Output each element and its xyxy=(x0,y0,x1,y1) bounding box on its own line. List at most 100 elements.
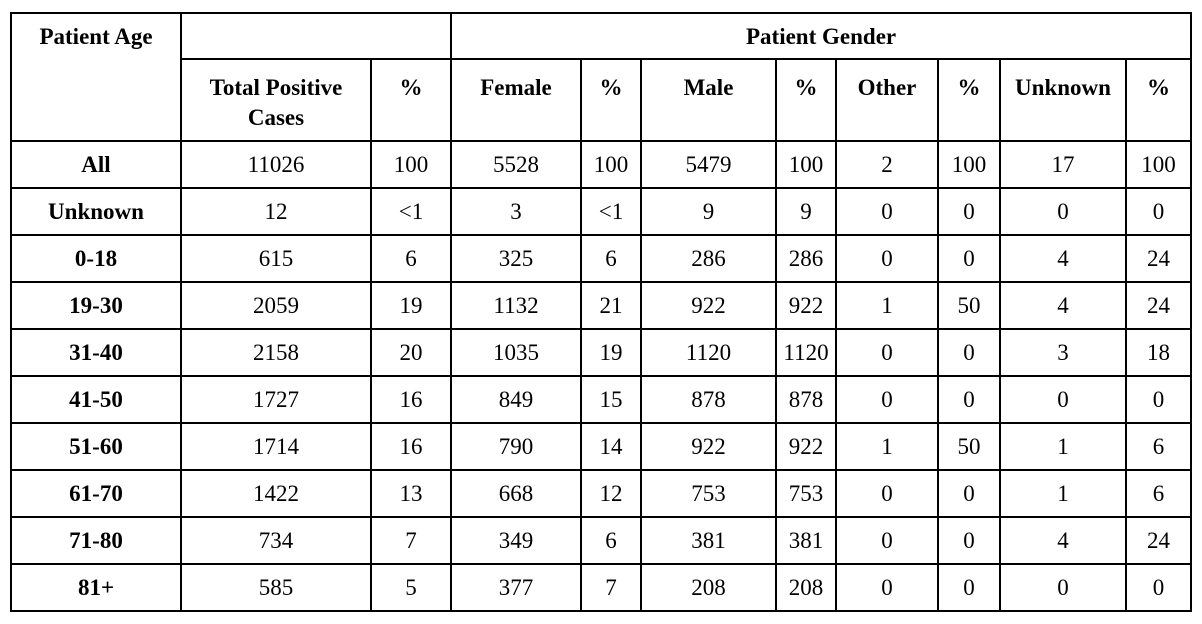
data-cell: 0 xyxy=(937,563,1001,612)
data-cell: 286 xyxy=(640,234,777,283)
data-cell: 349 xyxy=(450,516,582,565)
data-cell: 1132 xyxy=(450,281,582,330)
data-cell: 7 xyxy=(580,563,642,612)
column-header-female: Female xyxy=(450,58,582,142)
data-cell: 100 xyxy=(937,140,1001,189)
data-cell: 50 xyxy=(937,281,1001,330)
data-cell: 381 xyxy=(775,516,837,565)
data-cell: 208 xyxy=(640,563,777,612)
data-cell: 24 xyxy=(1124,234,1193,283)
data-cell: 286 xyxy=(775,234,837,283)
column-header-total-positive-cases: Total Positive Cases xyxy=(180,58,372,142)
data-cell: 100 xyxy=(580,140,642,189)
data-cell: 849 xyxy=(450,375,582,424)
data-cell: 1120 xyxy=(640,328,777,377)
data-cell: 6 xyxy=(580,516,642,565)
row-age-label: 31-40 xyxy=(10,328,182,377)
data-cell: 5479 xyxy=(640,140,777,189)
data-cell: 790 xyxy=(450,422,582,471)
row-age-label: 71-80 xyxy=(10,516,182,565)
table-row: 41-50 1727 16 849 15 878 878 0 0 0 0 xyxy=(10,375,1193,424)
data-cell: 0 xyxy=(1124,563,1193,612)
data-cell: 14 xyxy=(580,422,642,471)
data-cell: 878 xyxy=(775,375,837,424)
data-cell: 12 xyxy=(180,187,372,236)
table-row: 81+ 585 5 377 7 208 208 0 0 0 0 xyxy=(10,563,1193,612)
column-header-unknown: Unknown xyxy=(999,58,1127,142)
table-row: 71-80 734 7 349 6 381 381 0 0 4 24 xyxy=(10,516,1193,565)
data-cell: 6 xyxy=(1124,469,1193,518)
data-cell: 19 xyxy=(580,328,642,377)
data-cell: 24 xyxy=(1124,516,1193,565)
data-cell: 19 xyxy=(370,281,452,330)
column-header-other: Other xyxy=(835,58,939,142)
data-cell: 2059 xyxy=(180,281,372,330)
data-cell: 753 xyxy=(775,469,837,518)
row-age-label: 41-50 xyxy=(10,375,182,424)
data-cell: 4 xyxy=(999,281,1127,330)
data-cell: 0 xyxy=(937,375,1001,424)
table-row: All 11026 100 5528 100 5479 100 2 100 17… xyxy=(10,140,1193,189)
data-cell: 1120 xyxy=(775,328,837,377)
table-row: 0-18 615 6 325 6 286 286 0 0 4 24 xyxy=(10,234,1193,283)
data-cell: 1422 xyxy=(180,469,372,518)
data-cell: 0 xyxy=(999,187,1127,236)
data-cell: 668 xyxy=(450,469,582,518)
data-cell: 878 xyxy=(640,375,777,424)
data-cell: 3 xyxy=(450,187,582,236)
data-cell: 922 xyxy=(640,281,777,330)
data-cell: 0 xyxy=(835,563,939,612)
data-cell: 13 xyxy=(370,469,452,518)
table-row: 31-40 2158 20 1035 19 1120 1120 0 0 3 18 xyxy=(10,328,1193,377)
data-cell: 0 xyxy=(1124,375,1193,424)
data-cell: 0 xyxy=(1124,187,1193,236)
data-cell: 4 xyxy=(999,516,1127,565)
data-cell: 922 xyxy=(640,422,777,471)
data-cell: 17 xyxy=(999,140,1127,189)
data-cell: 1 xyxy=(835,422,939,471)
column-header-male-percent: % xyxy=(775,58,837,142)
data-cell: 0 xyxy=(937,469,1001,518)
column-header-female-percent: % xyxy=(580,58,642,142)
data-cell: 9 xyxy=(640,187,777,236)
data-cell: 753 xyxy=(640,469,777,518)
patient-gender-group-header: Patient Gender xyxy=(449,12,1193,60)
data-cell: 4 xyxy=(999,234,1127,283)
data-cell: 6 xyxy=(1124,422,1193,471)
data-cell: 381 xyxy=(640,516,777,565)
data-cell: 1 xyxy=(999,469,1127,518)
data-cell: 12 xyxy=(580,469,642,518)
data-cell: 6 xyxy=(370,234,452,283)
table-row: 51-60 1714 16 790 14 922 922 1 50 1 6 xyxy=(10,422,1193,471)
data-cell: 16 xyxy=(370,422,452,471)
header-columns-row: Total Positive Cases % Female % Male % O… xyxy=(11,58,1193,142)
row-age-label: 0-18 xyxy=(10,234,182,283)
data-cell: 5528 xyxy=(450,140,582,189)
table-row: Unknown 12 <1 3 <1 9 9 0 0 0 0 xyxy=(10,187,1193,236)
data-cell: 6 xyxy=(580,234,642,283)
table-row: 61-70 1422 13 668 12 753 753 0 0 1 6 xyxy=(10,469,1193,518)
data-cell: 2 xyxy=(835,140,939,189)
data-cell: 16 xyxy=(370,375,452,424)
data-cell: 615 xyxy=(180,234,372,283)
row-age-label: 51-60 xyxy=(10,422,182,471)
table-body: All 11026 100 5528 100 5479 100 2 100 17… xyxy=(10,140,1193,612)
patient-demographics-table: Patient Age Patient Gender Total Positiv… xyxy=(10,12,1193,612)
data-cell: 18 xyxy=(1124,328,1193,377)
data-cell: 734 xyxy=(180,516,372,565)
data-cell: 0 xyxy=(835,516,939,565)
data-cell: 1727 xyxy=(180,375,372,424)
data-cell: 325 xyxy=(450,234,582,283)
data-cell: <1 xyxy=(580,187,642,236)
data-cell: 0 xyxy=(999,563,1127,612)
data-cell: 100 xyxy=(1124,140,1193,189)
data-cell: 922 xyxy=(775,281,837,330)
data-cell: 0 xyxy=(835,187,939,236)
data-cell: 1035 xyxy=(450,328,582,377)
patient-age-header: Patient Age xyxy=(10,12,182,142)
data-cell: 15 xyxy=(580,375,642,424)
data-cell: 0 xyxy=(835,234,939,283)
empty-group-header xyxy=(180,12,452,60)
data-cell: 1 xyxy=(999,422,1127,471)
